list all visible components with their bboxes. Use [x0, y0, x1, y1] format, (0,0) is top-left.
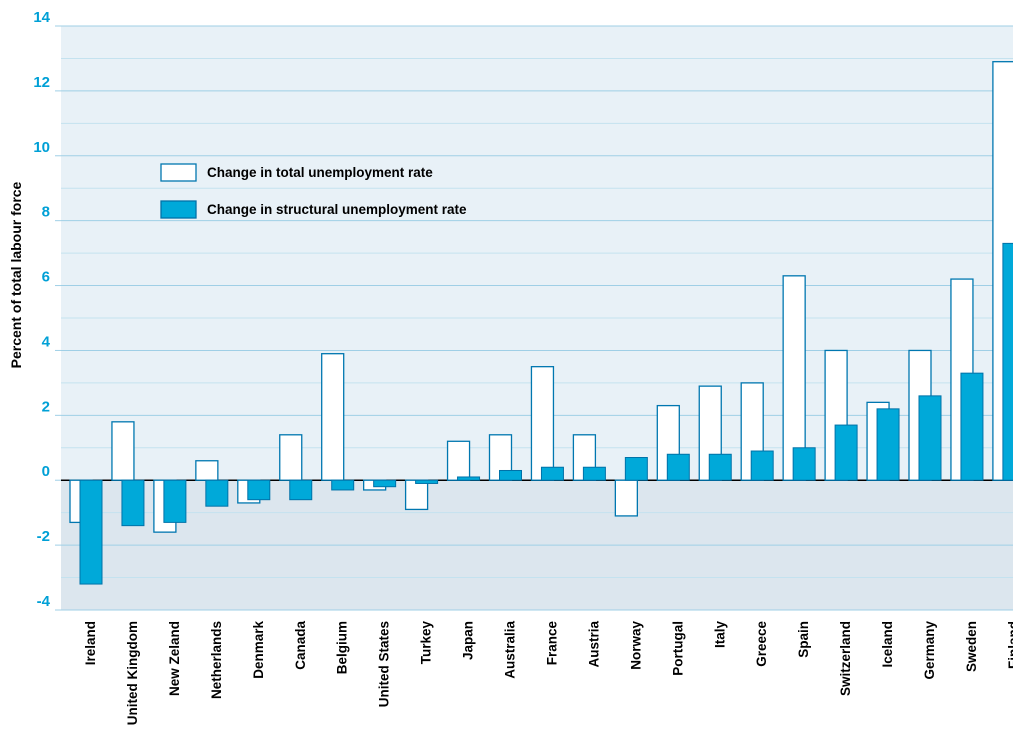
- bar-structural-unemployment: [708, 453, 732, 481]
- bar-structural-unemployment: [163, 479, 187, 523]
- y-tick-label: -2: [37, 528, 50, 545]
- bar-total-unemployment: [111, 421, 135, 481]
- x-tick-label: Greece: [754, 621, 769, 667]
- x-tick-label: Ireland: [83, 621, 98, 665]
- bar-structural-unemployment: [79, 479, 103, 585]
- x-tick-label: Australia: [503, 621, 518, 679]
- y-tick-label: 10: [33, 139, 50, 156]
- bar-structural-unemployment: [121, 479, 145, 527]
- x-tick-label: Canada: [293, 621, 308, 670]
- y-axis-label: Percent of total labour force: [8, 181, 24, 369]
- bar-total-unemployment: [321, 353, 345, 481]
- bar-total-unemployment: [530, 366, 555, 481]
- x-tick-label: Norway: [628, 621, 643, 670]
- x-tick-label: France: [544, 621, 559, 666]
- x-tick-label: United States: [377, 621, 392, 707]
- x-tick-label: Denmark: [251, 621, 266, 679]
- legend-swatch-total: [160, 163, 197, 182]
- x-tick-label: Belgium: [335, 621, 350, 674]
- bar-structural-unemployment: [499, 469, 522, 481]
- y-tick-label: 12: [33, 74, 50, 91]
- y-tick-label: 8: [42, 204, 50, 221]
- bar-structural-unemployment: [540, 466, 564, 481]
- bar-structural-unemployment: [205, 479, 229, 507]
- bar-structural-unemployment: [582, 466, 606, 481]
- bar-total-unemployment: [279, 434, 303, 481]
- x-tick-label: Japan: [461, 621, 476, 660]
- bar-total-unemployment: [446, 440, 471, 481]
- bar-structural-unemployment: [247, 479, 271, 501]
- bar-structural-unemployment: [960, 372, 984, 481]
- y-tick-label: 2: [42, 398, 50, 415]
- bar-total-unemployment: [404, 479, 429, 511]
- bar-structural-unemployment: [289, 479, 313, 501]
- bar-structural-unemployment: [624, 457, 648, 481]
- bar-structural-unemployment: [834, 424, 858, 481]
- bar-structural-unemployment: [457, 476, 481, 481]
- x-tick-label: Sweden: [964, 621, 979, 672]
- bar-total-unemployment: [195, 460, 219, 481]
- x-tick-label: Germany: [922, 621, 937, 680]
- y-tick-label: -4: [37, 593, 51, 610]
- bar-structural-unemployment: [1002, 242, 1013, 481]
- x-tick-label: Spain: [796, 621, 811, 658]
- x-tick-label: Switzerland: [838, 621, 853, 696]
- x-tick-label: Turkey: [419, 621, 434, 665]
- y-tick-label: 14: [33, 9, 50, 26]
- x-tick-label: Finland: [1006, 621, 1013, 669]
- x-tick-label: Portugal: [670, 621, 685, 676]
- x-tick-label: Iceland: [880, 621, 895, 668]
- bar-structural-unemployment: [331, 479, 355, 491]
- bar-structural-unemployment: [373, 479, 397, 488]
- legend-swatch-structural: [160, 200, 197, 219]
- legend-label: Change in total unemployment rate: [207, 165, 433, 180]
- bar-total-unemployment: [614, 479, 638, 517]
- y-tick-label: 0: [42, 463, 50, 480]
- x-tick-label: Italy: [712, 621, 727, 649]
- bar-structural-unemployment: [918, 395, 942, 481]
- x-tick-label: Netherlands: [209, 621, 224, 699]
- x-tick-label: Austria: [586, 621, 601, 668]
- legend-label: Change in structural unemployment rate: [207, 202, 467, 217]
- bar-structural-unemployment: [666, 453, 690, 481]
- x-tick-label: New Zeland: [167, 621, 182, 696]
- bar-structural-unemployment: [750, 450, 774, 481]
- y-tick-label: 6: [42, 269, 50, 286]
- bar-structural-unemployment: [876, 408, 900, 481]
- y-tick-label: 4: [42, 333, 51, 350]
- bar-structural-unemployment: [415, 479, 439, 484]
- bar-structural-unemployment: [792, 447, 816, 481]
- y-axis-title: Percent of total labour force: [6, 80, 26, 470]
- x-tick-label: United Kingdom: [125, 621, 140, 725]
